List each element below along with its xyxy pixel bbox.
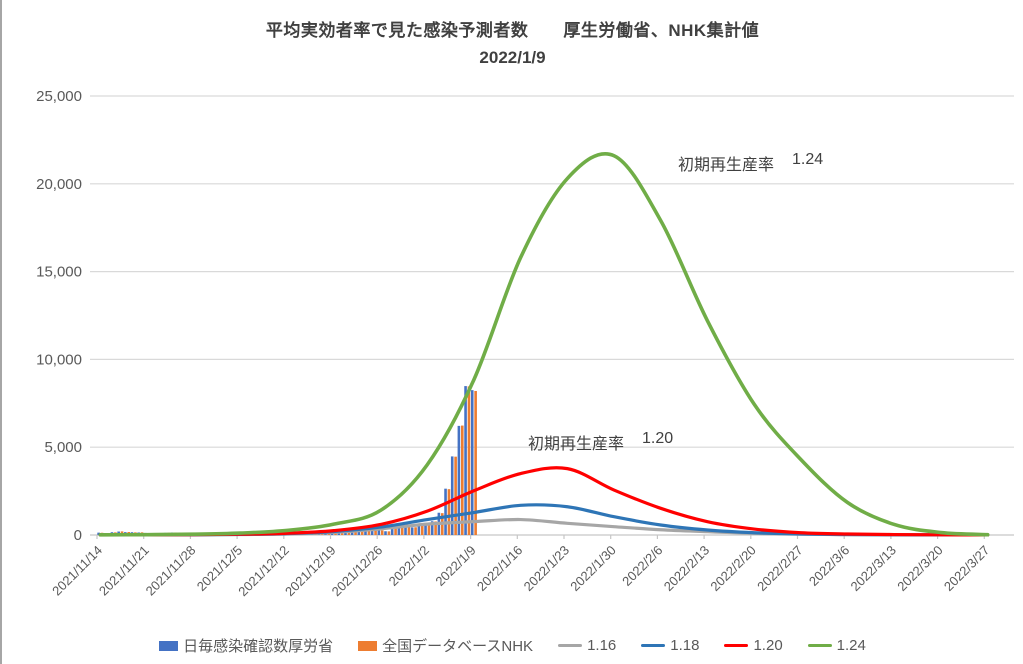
chart-title: 平均実効者率で見た感染予測者数 厚生労働省、NHK集計値 2022/1/9: [2, 16, 1023, 68]
bar-mhlw: [344, 531, 347, 535]
line-series-1.24: [98, 152, 990, 537]
x-axis-label: 2022/3/27: [941, 543, 993, 595]
x-axis-label: 2022/3/20: [894, 543, 946, 595]
bar-mhlw: [384, 531, 387, 535]
x-axis-label: 2022/1/30: [567, 543, 619, 595]
line-swatch-icon: [807, 644, 832, 647]
legend-label-mhlw: 日毎感染確認数厚労省: [183, 638, 334, 655]
annotation-r120: 初期再生産率 1.20: [528, 430, 673, 454]
legend-item-r124: 1.24: [807, 637, 866, 654]
bar-swatch-icon: [159, 640, 179, 651]
bar-nhk: [414, 527, 417, 535]
annotation-r124-label: 初期再生産率: [678, 157, 775, 174]
y-axis-label: 10,000: [36, 351, 82, 368]
x-axis-label: 2022/3/6: [806, 543, 852, 589]
bar-nhk: [360, 529, 364, 535]
bar-nhk: [394, 528, 397, 535]
bar-mhlw: [397, 526, 401, 535]
bar-nhk: [367, 529, 371, 535]
bar-swatch-icon: [358, 640, 378, 651]
bar-mhlw: [364, 529, 367, 535]
bar-nhk: [454, 456, 457, 535]
legend-label-r120: 1.20: [753, 637, 783, 654]
line-swatch-icon: [641, 644, 666, 647]
bar-nhk: [374, 529, 377, 535]
bar-mhlw: [370, 529, 374, 535]
bar-nhk: [407, 526, 411, 535]
x-axis-label: 2022/2/27: [754, 543, 806, 595]
y-axis-label: 0: [74, 527, 82, 544]
bar-mhlw: [390, 528, 394, 535]
bar-mhlw: [424, 525, 427, 535]
bar-mhlw: [410, 527, 414, 535]
x-axis-label: 2022/1/23: [521, 543, 573, 595]
bar-nhk: [420, 525, 424, 535]
bar-nhk: [474, 391, 477, 535]
bar-mhlw: [444, 488, 447, 535]
bar-mhlw: [97, 532, 100, 535]
legend-label-r118: 1.18: [670, 637, 700, 654]
y-axis-label: 25,000: [36, 88, 82, 105]
bar-nhk: [380, 530, 384, 535]
x-axis-label: 2021/12/26: [329, 543, 386, 600]
annotation-r124: 初期再生産率 1.24: [678, 151, 823, 175]
bar-mhlw: [337, 533, 341, 535]
bar-mhlw: [417, 525, 421, 535]
bar-nhk: [400, 526, 404, 535]
y-axis-label: 20,000: [36, 176, 82, 193]
bar-mhlw: [404, 526, 407, 535]
legend: 日毎感染確認数厚労省 全国データベースNHK 1.16 1.18 1.20 1.…: [2, 635, 1023, 656]
bar-nhk: [340, 533, 344, 535]
bar-nhk: [427, 525, 431, 535]
legend-item-r118: 1.18: [641, 637, 699, 654]
bar-nhk: [447, 489, 451, 535]
bar-mhlw: [377, 530, 381, 535]
annotation-r120-value: 1.20: [642, 430, 674, 447]
legend-label-r124: 1.24: [836, 637, 866, 654]
x-axis-label: 2022/1/9: [432, 543, 478, 589]
line-series-1.20: [98, 466, 990, 537]
chart-title-line2: 2022/1/9: [479, 48, 546, 67]
legend-label-r116: 1.16: [587, 637, 617, 654]
bar-mhlw: [470, 390, 474, 535]
legend-item-r120: 1.20: [724, 637, 783, 654]
legend-item-mhlw-bars: 日毎感染確認数厚労省: [159, 635, 333, 656]
chart-title-line1: 平均実効者率で見た感染予測者数 厚生労働省、NHK集計値: [265, 21, 760, 40]
x-axis-label: 2022/1/16: [474, 543, 526, 595]
line-swatch-icon: [558, 644, 583, 647]
x-axis-label: 2021/11/28: [143, 543, 199, 599]
bar-mhlw: [464, 386, 467, 535]
line-swatch-icon: [724, 644, 749, 647]
bar-nhk: [460, 425, 464, 535]
x-axis-label: 2022/3/13: [848, 543, 900, 595]
bar-nhk: [434, 521, 437, 535]
annotation-r124-value: 1.24: [792, 151, 824, 168]
bar-nhk: [387, 531, 391, 535]
bar-nhk: [347, 532, 351, 535]
annotation-r120-label: 初期再生産率: [528, 436, 625, 453]
x-axis-label: 2022/2/20: [707, 543, 759, 595]
bar-nhk: [354, 530, 357, 535]
bar-mhlw: [430, 521, 434, 535]
bar-mhlw: [450, 456, 454, 535]
x-axis-label: 2022/1/2: [386, 543, 432, 589]
legend-label-nhk: 全国データベースNHK: [382, 638, 534, 655]
x-axis-label: 2022/2/13: [661, 543, 713, 595]
legend-item-r116: 1.16: [558, 637, 616, 654]
y-axis-label: 15,000: [36, 264, 82, 281]
y-axis-label: 5,000: [44, 439, 82, 456]
bar-nhk: [467, 386, 471, 535]
bar-mhlw: [457, 425, 461, 535]
x-axis-label: 2022/2/6: [619, 543, 665, 589]
legend-item-nhk-bars: 全国データベースNHK: [358, 635, 533, 656]
